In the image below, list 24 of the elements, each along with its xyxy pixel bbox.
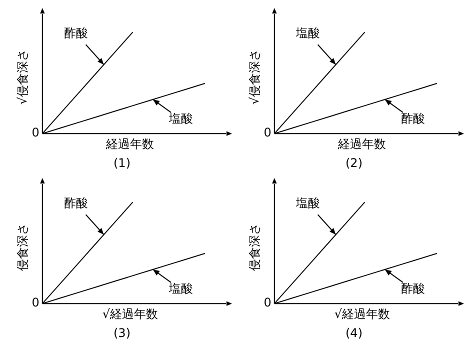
legend-label: 塩酸 — [168, 112, 193, 126]
text: 塩酸 — [294, 196, 320, 210]
text: 0 — [264, 126, 272, 140]
x-axis-title: 経過年数 — [337, 136, 386, 151]
text: (2) — [344, 156, 364, 172]
text: 酢酸 — [64, 26, 88, 40]
text: 0 — [32, 126, 40, 140]
text: 酢酸 — [64, 196, 88, 210]
y-axis-title: 侵食深さ — [247, 222, 262, 271]
y-axis-title: 侵食深さ — [15, 222, 30, 271]
text: 0 — [264, 296, 272, 310]
x-axis-title: √経過年数 — [102, 306, 158, 321]
y-axis-title: √侵食深さ — [15, 48, 30, 105]
text: (1) — [112, 156, 132, 172]
x-axis-title: √経過年数 — [334, 306, 390, 321]
text: 塩酸 — [294, 26, 320, 40]
text: (4) — [344, 326, 364, 342]
x-axis-title: 経過年数 — [105, 136, 154, 151]
text: (3) — [112, 326, 132, 342]
text: 0 — [32, 296, 40, 310]
legend-label: 酢酸 — [400, 282, 425, 296]
y-axis-title: √侵食深さ — [247, 48, 262, 105]
legend-label: 塩酸 — [168, 282, 193, 296]
legend-label: 酢酸 — [400, 112, 425, 126]
